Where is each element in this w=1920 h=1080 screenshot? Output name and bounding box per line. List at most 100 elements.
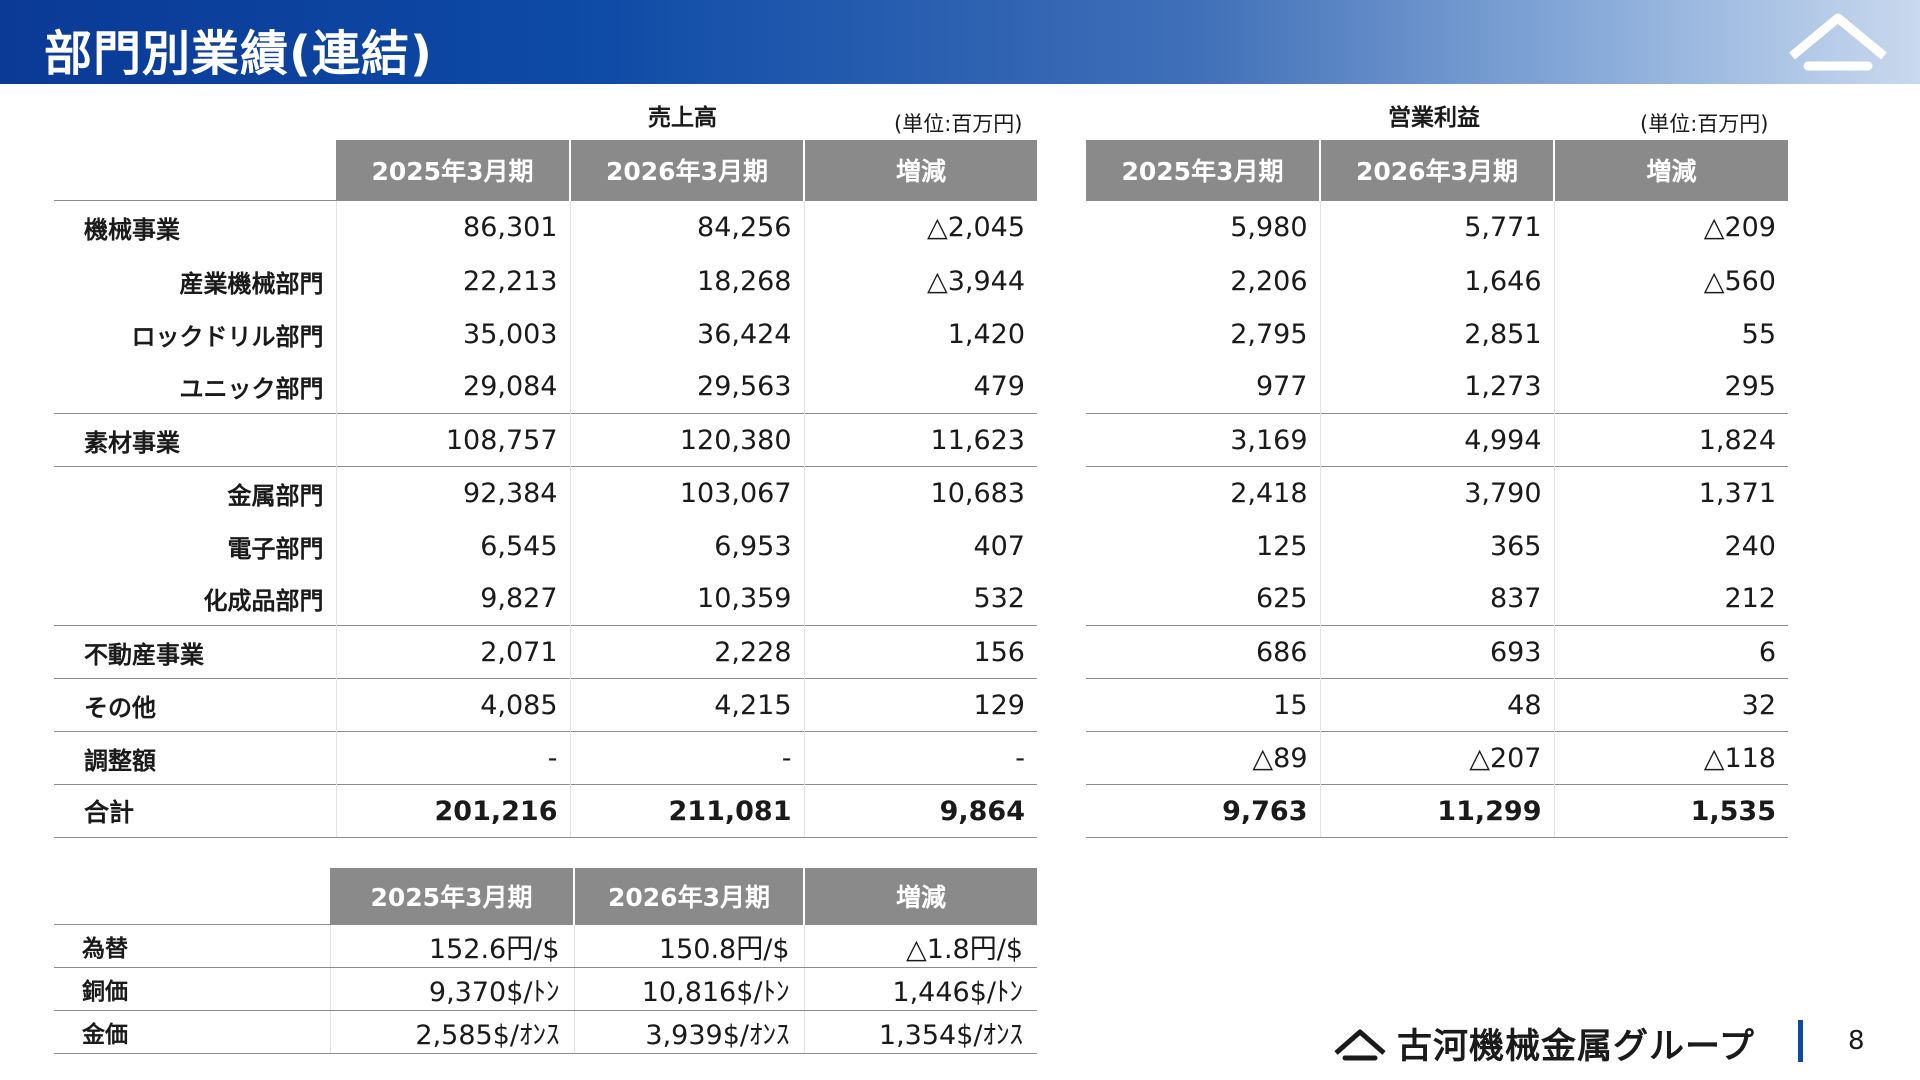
table-cell: 1,446$/ﾄﾝ: [803, 967, 1037, 1011]
table-cell: 4,994: [1319, 413, 1554, 467]
table-cell: 1,273: [1319, 360, 1554, 414]
profit-caption: 営業利益: [1388, 105, 1480, 131]
table-cell: 686: [1086, 625, 1320, 679]
table-cell: 18,268: [569, 254, 804, 308]
row-label: 為替: [54, 924, 330, 968]
table-cell: 55: [1553, 307, 1788, 361]
table-cell: △118: [1553, 731, 1788, 785]
table-cell: 5,980: [1086, 200, 1320, 255]
table-cell: 977: [1255, 371, 1308, 403]
table-cell: 6: [1553, 625, 1788, 679]
table-row: 125 365 240: [1086, 519, 1788, 573]
table-row: 化成品部門 9,827 10,359 532: [54, 572, 1037, 626]
table-cell: 5,771: [1319, 200, 1554, 255]
profit-col-change: 増減: [1554, 140, 1788, 201]
table-row: 電子部門 6,545 6,953 407: [54, 519, 1037, 573]
furukawa-roof-logo-icon: [1789, 13, 1887, 71]
table-cell: -: [569, 731, 804, 785]
table-cell: 29,563: [569, 360, 804, 414]
sales-col-2025: 2025年3月期: [336, 140, 571, 201]
table-cell: 295: [1553, 360, 1788, 414]
table-cell: 15: [1086, 678, 1320, 732]
table-row: 686 693 6: [1086, 625, 1788, 679]
table-cell: △3,944: [803, 254, 1037, 308]
table-cell: -: [335, 731, 570, 785]
table-row: 不動産事業 2,071 2,228 156: [54, 625, 1037, 679]
table-cell: 3,939$/ｵﾝｽ: [573, 1010, 804, 1054]
profit-col-2025: 2025年3月期: [1086, 140, 1321, 201]
table-cell: 92,384: [335, 466, 570, 520]
company-logo: 古河機械金属グループ: [1333, 1018, 1755, 1069]
table-cell: 22,213: [335, 254, 570, 308]
table-cell: △89: [1086, 731, 1320, 785]
rates-table: 2025年3月期 2026年3月期 増減 為替 152.6円/$ 150.8円/…: [54, 868, 1037, 1054]
sales-caption: 売上高: [648, 105, 717, 131]
table-cell: △560: [1553, 254, 1788, 308]
table-cell: 9,370$/ﾄﾝ: [329, 967, 574, 1011]
table-cell: 201,216: [335, 784, 570, 838]
sales-col-change: 増減: [804, 140, 1037, 201]
table-row: ロックドリル部門 35,003 36,424 1,420: [54, 307, 1037, 361]
table-cell: 35,003: [335, 307, 570, 361]
table-cell: 86,301: [335, 200, 570, 255]
table-cell: 150.8円/$: [573, 924, 804, 968]
table-row: 為替 152.6円/$ 150.8円/$ △1.8円/$: [54, 924, 1037, 968]
rates-col-change: 増減: [804, 868, 1037, 925]
table-row: 5,980 5,771 △209: [1086, 200, 1788, 255]
table-cell: -: [803, 731, 1037, 785]
row-label: 合計: [54, 784, 336, 838]
table-cell: 6,545: [335, 519, 570, 573]
table-row: 2,418 3,790 1,371: [1086, 466, 1788, 520]
table-cell: 2,228: [569, 625, 804, 679]
table-cell: 1,354$/ｵﾝｽ: [803, 1010, 1037, 1054]
table-cell: 36,424: [569, 307, 804, 361]
table-cell: 212: [1553, 572, 1788, 626]
profit-table: 2025年3月期 2026年3月期 増減 5,980 5,771 △209 2,…: [1086, 140, 1788, 838]
table-cell: 6,953: [569, 519, 804, 573]
table-cell: 84,256: [569, 200, 804, 255]
row-label: 銅価: [54, 967, 330, 1011]
sales-col-2026: 2026年3月期: [570, 140, 805, 201]
table-cell: 4,085: [335, 678, 570, 732]
table-cell: 1,824: [1553, 413, 1788, 467]
table-cell: 365: [1319, 519, 1554, 573]
table-cell: 129: [803, 678, 1037, 732]
title-banner: 部門別業績(連結): [0, 0, 1920, 84]
table-cell: 211,081: [569, 784, 804, 838]
table-cell: 240: [1553, 519, 1788, 573]
table-cell: 11,299: [1319, 784, 1554, 838]
table-cell: 2,851: [1319, 307, 1554, 361]
table-row: 2,206 1,646 △560: [1086, 254, 1788, 308]
row-label: 機械事業: [54, 200, 336, 255]
profit-col-2026: 2026年3月期: [1320, 140, 1555, 201]
table-cell: △2,045: [803, 200, 1037, 255]
row-label: 金属部門: [54, 466, 336, 520]
table-row: 15 48 32: [1086, 678, 1788, 732]
row-label: 素材事業: [54, 413, 336, 467]
table-cell: 9,827: [335, 572, 570, 626]
row-label: 不動産事業: [54, 625, 336, 679]
total-row: 合計 201,216 211,081 9,864: [54, 784, 1037, 838]
page-title: 部門別業績(連結): [44, 26, 433, 82]
table-cell: 1,420: [803, 307, 1037, 361]
table-row: 625 837 212: [1086, 572, 1788, 626]
table-row: 素材事業 108,757 120,380 11,623: [54, 413, 1037, 467]
table-cell: 2,585$/ｵﾝｽ: [329, 1010, 574, 1054]
table-cell: 10,359: [569, 572, 804, 626]
table-cell: 2,795: [1230, 318, 1308, 350]
page-number: 8: [1848, 1026, 1865, 1056]
table-cell: 2,418: [1086, 466, 1320, 520]
table-cell: △207: [1319, 731, 1554, 785]
table-cell: 11,623: [803, 413, 1037, 467]
table-row: 調整額 - - -: [54, 731, 1037, 785]
row-label: 化成品部門: [203, 587, 324, 616]
table-cell: 156: [803, 625, 1037, 679]
table-cell: 2,071: [335, 625, 570, 679]
table-cell: 103,067: [569, 466, 804, 520]
table-cell: 108,757: [335, 413, 570, 467]
sales-table: 2025年3月期 2026年3月期 増減 機械事業 86,301 84,256 …: [54, 140, 1037, 838]
table-cell: 1,535: [1553, 784, 1788, 838]
table-cell: 9,763: [1086, 784, 1320, 838]
table-cell: 625: [1255, 583, 1308, 615]
table-row: 金価 2,585$/ｵﾝｽ 3,939$/ｵﾝｽ 1,354$/ｵﾝｽ: [54, 1010, 1037, 1054]
